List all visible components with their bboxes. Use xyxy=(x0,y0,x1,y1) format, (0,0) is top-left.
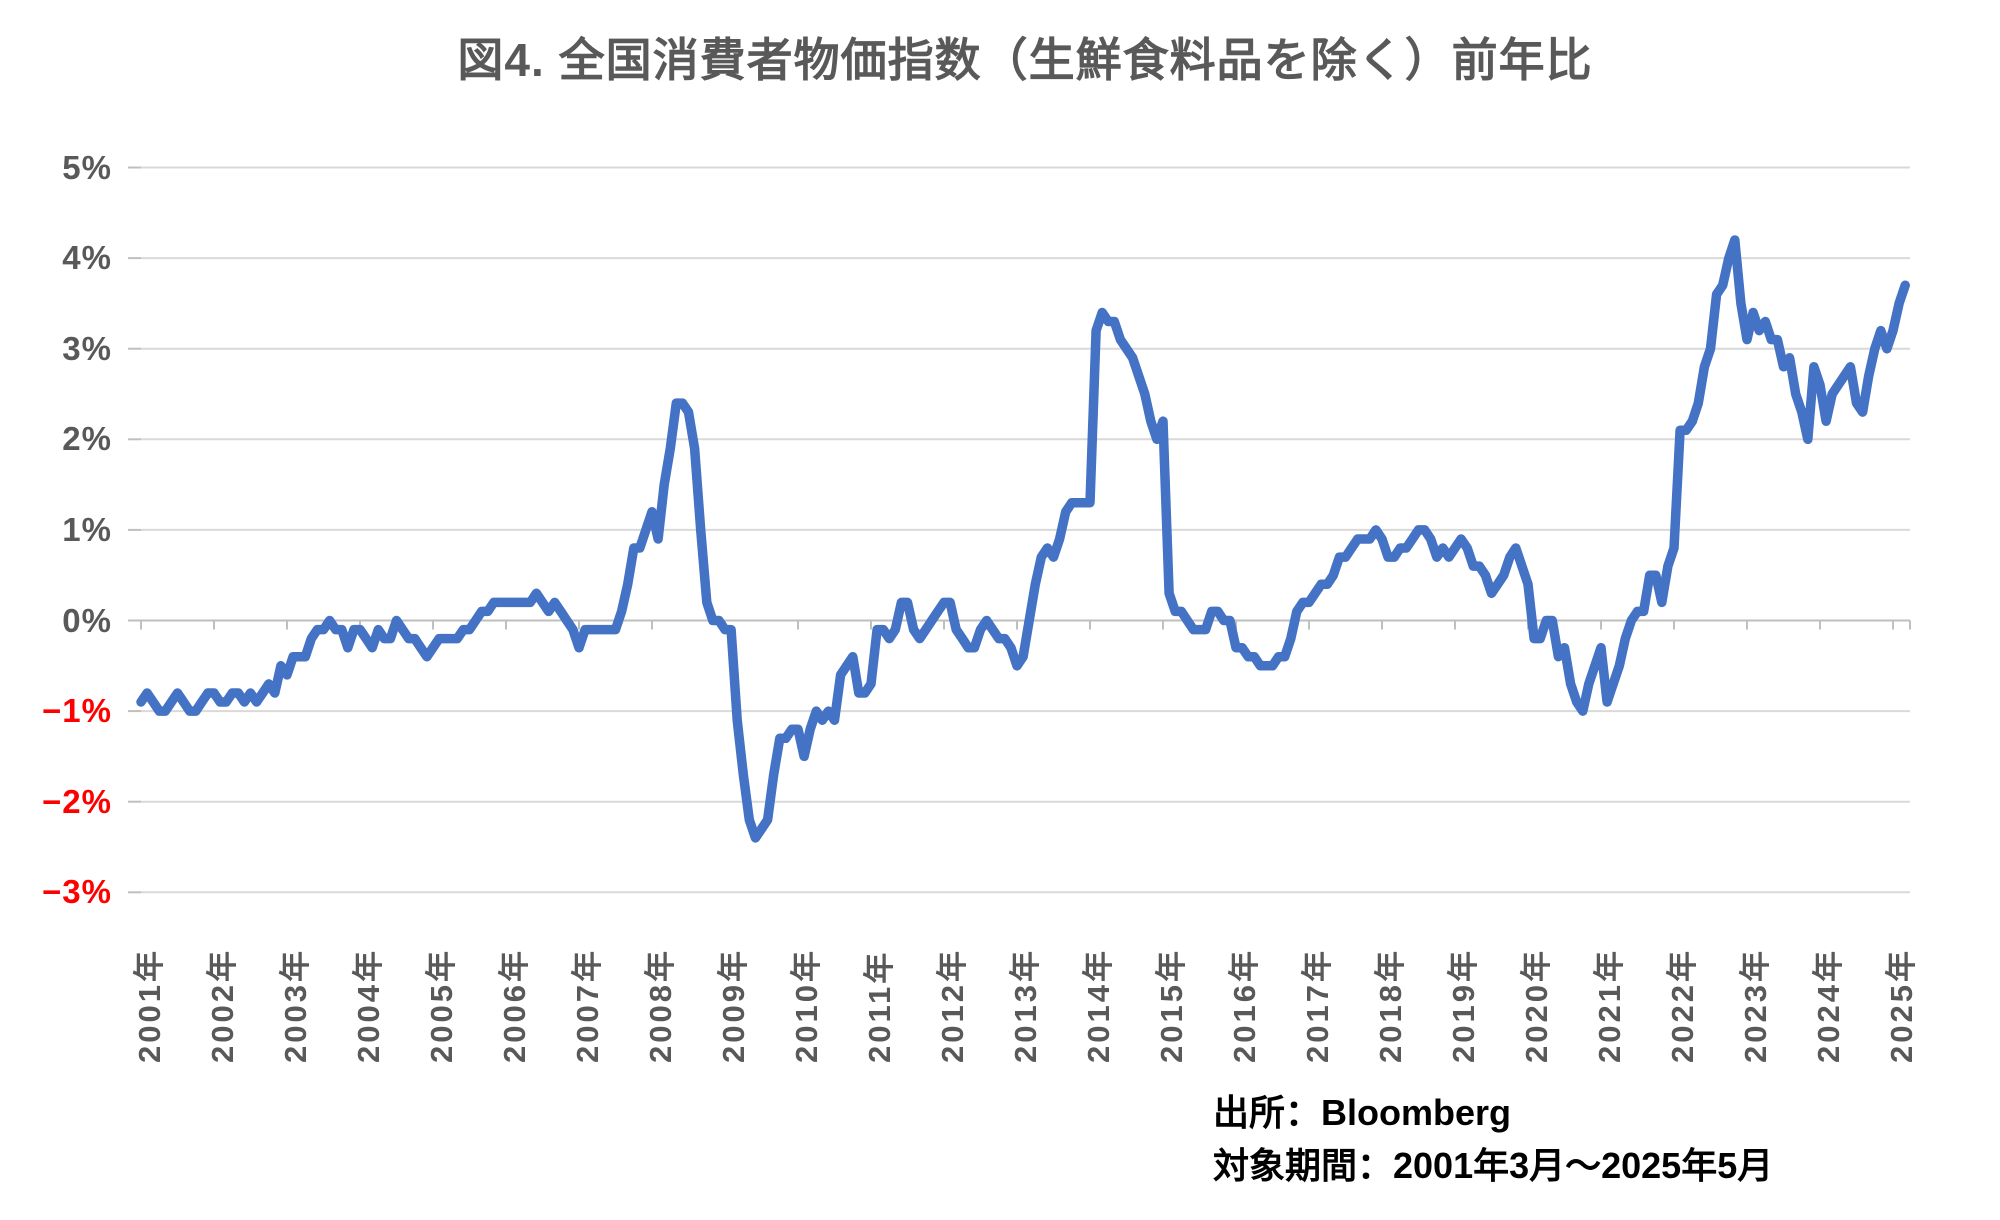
x-axis-label: 2025年 xyxy=(1884,948,1919,1063)
x-axis-label: 2010年 xyxy=(789,948,824,1063)
y-axis-label: 4% xyxy=(62,239,112,277)
y-axis-label: −2% xyxy=(42,782,112,820)
x-axis-label: 2007年 xyxy=(570,948,605,1063)
x-axis-label: 2024年 xyxy=(1811,948,1846,1063)
x-axis-label: 2001年 xyxy=(132,948,167,1063)
x-axis-label: 2022年 xyxy=(1665,948,1700,1063)
x-axis-label: 2011年 xyxy=(862,949,897,1063)
x-axis-label: 2019年 xyxy=(1446,948,1481,1063)
y-axis-label: 3% xyxy=(62,329,112,367)
x-axis-label: 2016年 xyxy=(1227,948,1262,1063)
x-axis-label: 2020年 xyxy=(1519,948,1554,1063)
x-axis-label: 2012年 xyxy=(935,948,970,1063)
x-axis-label: 2003年 xyxy=(278,948,313,1063)
chart-title: 図4. 全国消費者物価指数（生鮮食料品を除く）前年比 xyxy=(457,34,1593,86)
source-line: 出所：Bloomberg xyxy=(1213,1092,1512,1133)
x-axis-label: 2021年 xyxy=(1592,948,1627,1063)
x-axis-label: 2006年 xyxy=(497,948,532,1063)
x-axis-label: 2015年 xyxy=(1154,948,1189,1063)
x-axis-label: 2005年 xyxy=(424,948,459,1063)
x-axis-label: 2023年 xyxy=(1738,948,1773,1063)
y-axis-label: −1% xyxy=(42,692,112,730)
y-axis-label: 1% xyxy=(62,510,112,548)
source-note: 出所：Bloomberg 対象期間：2001年3月～2025年5月 xyxy=(1213,1086,1773,1192)
x-axis-label: 2018年 xyxy=(1373,948,1408,1063)
x-axis-label: 2017年 xyxy=(1300,948,1335,1063)
y-axis-label: 5% xyxy=(62,148,112,186)
x-axis-label: 2002年 xyxy=(205,948,240,1063)
x-axis-label: 2014年 xyxy=(1081,948,1116,1063)
y-axis-label: −3% xyxy=(42,873,112,911)
x-axis-label: 2013年 xyxy=(1008,948,1043,1063)
y-axis-label: 0% xyxy=(62,601,112,639)
period-line: 対象期間：2001年3月～2025年5月 xyxy=(1213,1145,1774,1186)
x-axis-label: 2009年 xyxy=(716,948,751,1063)
y-axis-label: 2% xyxy=(62,420,112,458)
x-axis-label: 2004年 xyxy=(351,948,386,1063)
cpi-series-line xyxy=(136,235,1910,843)
x-axis-label: 2008年 xyxy=(643,948,678,1063)
